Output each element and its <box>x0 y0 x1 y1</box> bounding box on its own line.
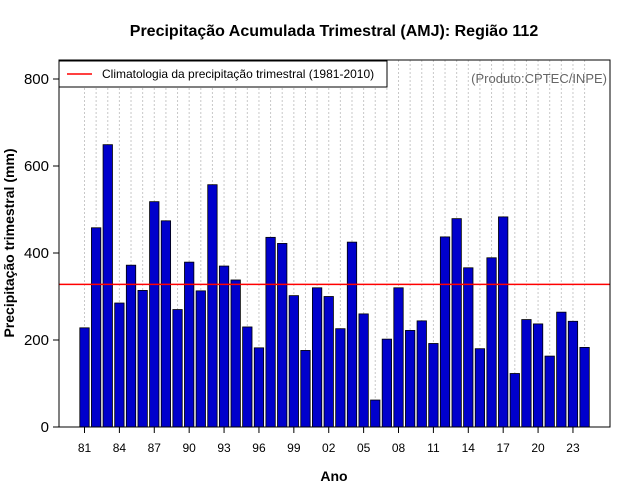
plot-frame <box>58 59 611 428</box>
bar-2021 <box>544 355 555 428</box>
bar-1985 <box>125 264 137 428</box>
bar-2023 <box>567 320 579 428</box>
bar-1988 <box>160 220 172 428</box>
legend-box <box>58 60 388 88</box>
x-tick-label: 81 <box>78 441 92 455</box>
bar-1993 <box>218 265 230 428</box>
x-tick-label: 23 <box>566 441 580 455</box>
bar-1991 <box>195 290 206 428</box>
bar-1994 <box>230 279 241 428</box>
bar-1989 <box>172 309 183 428</box>
bar-2000 <box>300 350 311 428</box>
bar-2018 <box>509 373 520 428</box>
x-tick-label: 08 <box>392 441 406 455</box>
bar-2003 <box>335 328 346 428</box>
chart-title: Precipitação Acumulada Trimestral (AMJ):… <box>130 23 539 40</box>
legend-climatology-label: Climatologia da precipitação trimestral … <box>102 67 374 81</box>
bar-1998 <box>277 243 288 428</box>
bar-2007 <box>381 338 392 428</box>
bar-2008 <box>393 287 404 428</box>
x-tick-label: 11 <box>427 441 440 455</box>
x-tick-label: 02 <box>322 441 336 455</box>
bar-1987 <box>149 201 160 428</box>
x-tick-label: 99 <box>287 441 301 455</box>
bar-2010 <box>416 320 427 428</box>
x-tick-label: 05 <box>357 441 371 455</box>
source-note: (Produto:CPTEC/INPE) <box>471 71 607 86</box>
y-axis: 0 200 400 600 800 <box>24 71 59 436</box>
x-tick-label: 87 <box>148 441 162 455</box>
bar-1986 <box>137 290 148 428</box>
bar-1981 <box>79 327 90 428</box>
y-tick-label: 0 <box>41 419 49 436</box>
x-tick-label: 90 <box>182 441 196 455</box>
bar-2002 <box>323 296 334 428</box>
bars <box>79 144 590 428</box>
bar-1984 <box>114 302 125 428</box>
bar-2001 <box>311 287 323 428</box>
bar-2014 <box>463 267 474 428</box>
y-tick-label: 400 <box>24 245 49 262</box>
grid-lines <box>84 60 586 427</box>
x-tick-label: 93 <box>217 441 231 455</box>
y-axis-title: Precipitação trimestral (mm) <box>1 148 17 337</box>
bar-2004 <box>346 241 358 428</box>
bar-1982 <box>91 227 102 428</box>
bar-2011 <box>428 343 439 428</box>
bar-2024 <box>579 346 590 428</box>
bar-2009 <box>405 330 416 428</box>
y-tick-label: 600 <box>24 158 49 175</box>
x-tick-label: 84 <box>113 441 127 455</box>
bar-2019 <box>521 319 532 428</box>
bar-2005 <box>358 313 369 428</box>
bar-2022 <box>556 311 567 428</box>
x-tick-label: 96 <box>252 441 266 455</box>
bar-2015 <box>474 348 486 428</box>
bar-2013 <box>451 218 462 428</box>
bar-1995 <box>242 326 253 428</box>
x-axis: 81 84 87 90 93 96 99 02 05 08 11 14 17 20 23 <box>78 427 580 455</box>
bar-2012 <box>439 236 451 428</box>
x-axis-title: Ano <box>320 468 347 484</box>
bar-2016 <box>486 257 497 428</box>
x-tick-label: 17 <box>497 441 511 455</box>
legend: Climatologia da precipitação trimestral … <box>58 60 388 88</box>
bar-2006 <box>370 399 381 428</box>
y-tick-label: 800 <box>24 71 49 88</box>
bar-2017 <box>498 216 509 428</box>
bar-2020 <box>532 323 544 428</box>
bar-1999 <box>288 295 299 428</box>
bar-1983 <box>102 144 113 428</box>
x-tick-label: 14 <box>462 441 476 455</box>
bar-1997 <box>265 236 276 428</box>
y-tick-label: 200 <box>24 332 49 349</box>
bar-1990 <box>184 261 195 428</box>
bar-1992 <box>207 184 218 428</box>
x-tick-label: 20 <box>531 441 545 455</box>
bar-1996 <box>253 347 265 428</box>
